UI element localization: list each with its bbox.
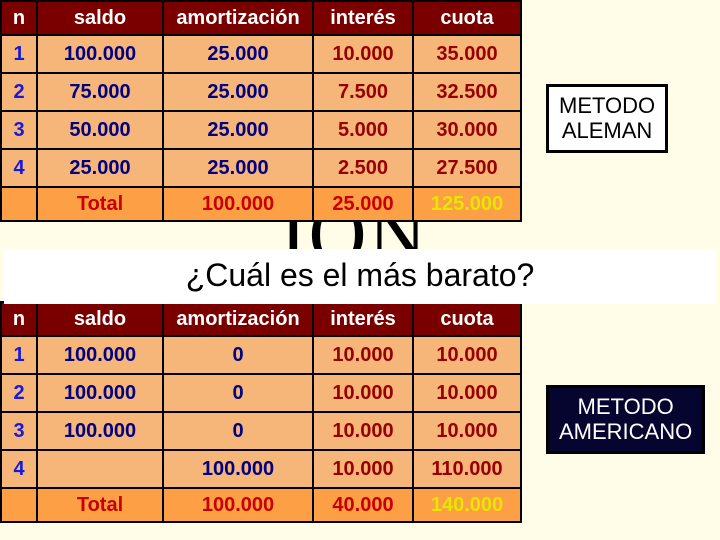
label-line: METODO xyxy=(559,93,655,118)
table-americano: n saldo amortización interés cuota 1100.… xyxy=(0,301,522,523)
cell-cuota: 35.000 xyxy=(413,35,521,73)
table-row: 2100.000010.00010.000 xyxy=(1,374,521,412)
cell-n: 4 xyxy=(1,149,37,187)
table-row: 3100.000010.00010.000 xyxy=(1,412,521,450)
cell-cuota: 32.500 xyxy=(413,73,521,111)
cell-amort: 25.000 xyxy=(163,149,313,187)
cell-interes: 7.500 xyxy=(313,73,413,111)
cell-amort: 0 xyxy=(163,412,313,450)
table-total-row: Total100.00025.000125.000 xyxy=(1,187,521,221)
th-amort: amortización xyxy=(163,302,313,336)
cell-saldo: 25.000 xyxy=(37,149,163,187)
cell-amort: 25.000 xyxy=(163,111,313,149)
cell-interes: 5.000 xyxy=(313,111,413,149)
label-metodo-americano: METODO AMERICANO xyxy=(546,385,705,454)
th-saldo: saldo xyxy=(37,302,163,336)
cell-saldo: 100.000 xyxy=(37,336,163,374)
cell-amort: 0 xyxy=(163,374,313,412)
cell-total-cuota: 125.000 xyxy=(413,187,521,221)
th-n: n xyxy=(1,302,37,336)
cell-n: 3 xyxy=(1,111,37,149)
question-strip: ¿Cuál es el más barato? xyxy=(4,249,716,304)
table-header-row: n saldo amortización interés cuota xyxy=(1,302,521,336)
table-header-row: n saldo amortización interés cuota xyxy=(1,1,521,35)
th-interes: interés xyxy=(313,1,413,35)
th-amort: amortización xyxy=(163,1,313,35)
cell-interes: 10.000 xyxy=(313,374,413,412)
cell-interes: 10.000 xyxy=(313,450,413,488)
cell-n: 2 xyxy=(1,374,37,412)
label-metodo-aleman: METODO ALEMAN xyxy=(546,84,668,153)
cell-total-label: Total xyxy=(37,187,163,221)
th-saldo: saldo xyxy=(37,1,163,35)
cell-saldo xyxy=(37,450,163,488)
cell-n: 1 xyxy=(1,336,37,374)
cell-total-interes: 40.000 xyxy=(313,488,413,522)
cell-total-n xyxy=(1,488,37,522)
cell-interes: 2.500 xyxy=(313,149,413,187)
th-cuota: cuota xyxy=(413,1,521,35)
table-row: 4 100.00010.000110.000 xyxy=(1,450,521,488)
cell-cuota: 110.000 xyxy=(413,450,521,488)
cell-cuota: 10.000 xyxy=(413,336,521,374)
th-cuota: cuota xyxy=(413,302,521,336)
question-text: ¿Cuál es el más barato? xyxy=(186,257,535,293)
table-total-row: Total100.00040.000140.000 xyxy=(1,488,521,522)
label-line: METODO xyxy=(578,394,674,419)
cell-cuota: 10.000 xyxy=(413,412,521,450)
cell-amort: 100.000 xyxy=(163,450,313,488)
cell-amort: 25.000 xyxy=(163,73,313,111)
label-line: ALEMAN xyxy=(562,118,652,143)
cell-interes: 10.000 xyxy=(313,35,413,73)
cell-cuota: 10.000 xyxy=(413,374,521,412)
cell-total-amort: 100.000 xyxy=(163,187,313,221)
th-n: n xyxy=(1,1,37,35)
label-line: AMERICANO xyxy=(559,419,692,444)
cell-saldo: 50.000 xyxy=(37,111,163,149)
cell-n: 1 xyxy=(1,35,37,73)
table-row: 350.00025.0005.00030.000 xyxy=(1,111,521,149)
cell-saldo: 100.000 xyxy=(37,374,163,412)
cell-amort: 0 xyxy=(163,336,313,374)
cell-interes: 10.000 xyxy=(313,412,413,450)
cell-total-label: Total xyxy=(37,488,163,522)
cell-interes: 10.000 xyxy=(313,336,413,374)
cell-saldo: 100.000 xyxy=(37,35,163,73)
table-row: 1100.00025.00010.00035.000 xyxy=(1,35,521,73)
table-row: 275.00025.0007.50032.500 xyxy=(1,73,521,111)
cell-cuota: 30.000 xyxy=(413,111,521,149)
table-row: 1100.000010.00010.000 xyxy=(1,336,521,374)
cell-amort: 25.000 xyxy=(163,35,313,73)
cell-n: 3 xyxy=(1,412,37,450)
cell-total-interes: 25.000 xyxy=(313,187,413,221)
table-row: 425.00025.0002.50027.500 xyxy=(1,149,521,187)
cell-n: 4 xyxy=(1,450,37,488)
th-interes: interés xyxy=(313,302,413,336)
cell-cuota: 27.500 xyxy=(413,149,521,187)
cell-saldo: 100.000 xyxy=(37,412,163,450)
cell-total-amort: 100.000 xyxy=(163,488,313,522)
cell-saldo: 75.000 xyxy=(37,73,163,111)
table-aleman: n saldo amortización interés cuota 1100.… xyxy=(0,0,522,222)
cell-total-n xyxy=(1,187,37,221)
cell-total-cuota: 140.000 xyxy=(413,488,521,522)
cell-n: 2 xyxy=(1,73,37,111)
